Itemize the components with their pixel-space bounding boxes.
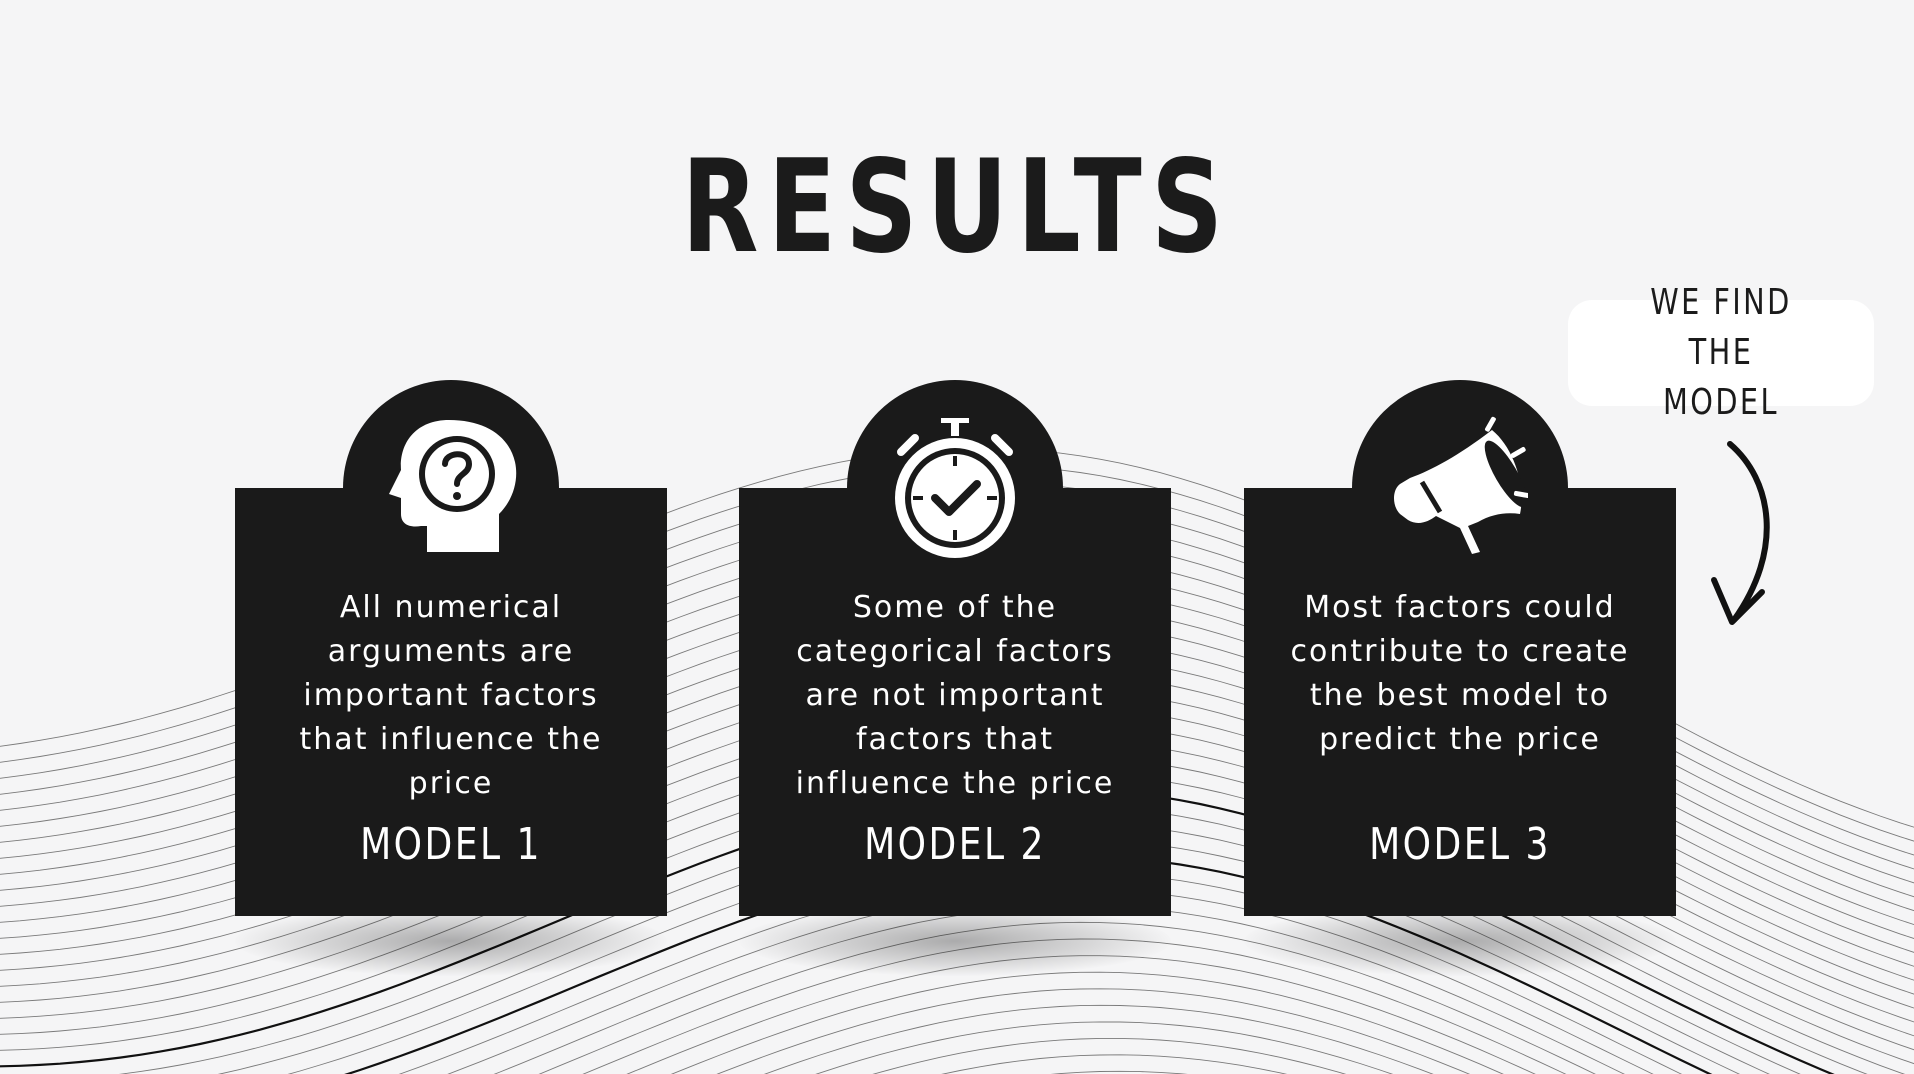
wave-line: [538, 921, 1596, 1074]
wave-line: [670, 971, 1504, 1074]
card-description: Most factors could contribute to create …: [1290, 590, 1630, 757]
model-card-3: Most factors could contribute to create …: [1244, 488, 1676, 916]
card-shadow: [1244, 906, 1676, 976]
curved-arrow-icon: [1711, 441, 1770, 625]
model-card-1: All numerical arguments are important fa…: [235, 488, 667, 916]
head-question-icon: [389, 420, 517, 552]
megaphone-icon: [1394, 416, 1528, 554]
callout-text: WE FIND THE MODEL: [1650, 282, 1792, 423]
card-model-label: MODEL 3: [1369, 819, 1551, 870]
card-description: All numerical arguments are important fa…: [299, 590, 603, 801]
wave-line: [872, 1037, 1347, 1074]
card-shadow: [739, 906, 1171, 976]
wave-line: [815, 1021, 1394, 1074]
wave-line: [763, 1004, 1434, 1074]
wave-line: [626, 955, 1536, 1074]
card-model-label: MODEL 2: [864, 819, 1046, 870]
card-shadow: [235, 906, 667, 976]
wave-line: [941, 1054, 1288, 1074]
model-card-2: Some of the categorical factors are not …: [739, 488, 1171, 916]
stopwatch-check-icon: [895, 418, 1015, 558]
callout-bubble: WE FIND THE MODEL: [1568, 282, 1874, 423]
card-model-label: MODEL 1: [360, 819, 542, 870]
wave-line: [716, 988, 1471, 1074]
wave-line: [493, 905, 1625, 1074]
card-description: Some of the categorical factors are not …: [795, 590, 1115, 801]
page-title: RESULTS: [681, 133, 1233, 282]
wave-line: [582, 938, 1567, 1074]
